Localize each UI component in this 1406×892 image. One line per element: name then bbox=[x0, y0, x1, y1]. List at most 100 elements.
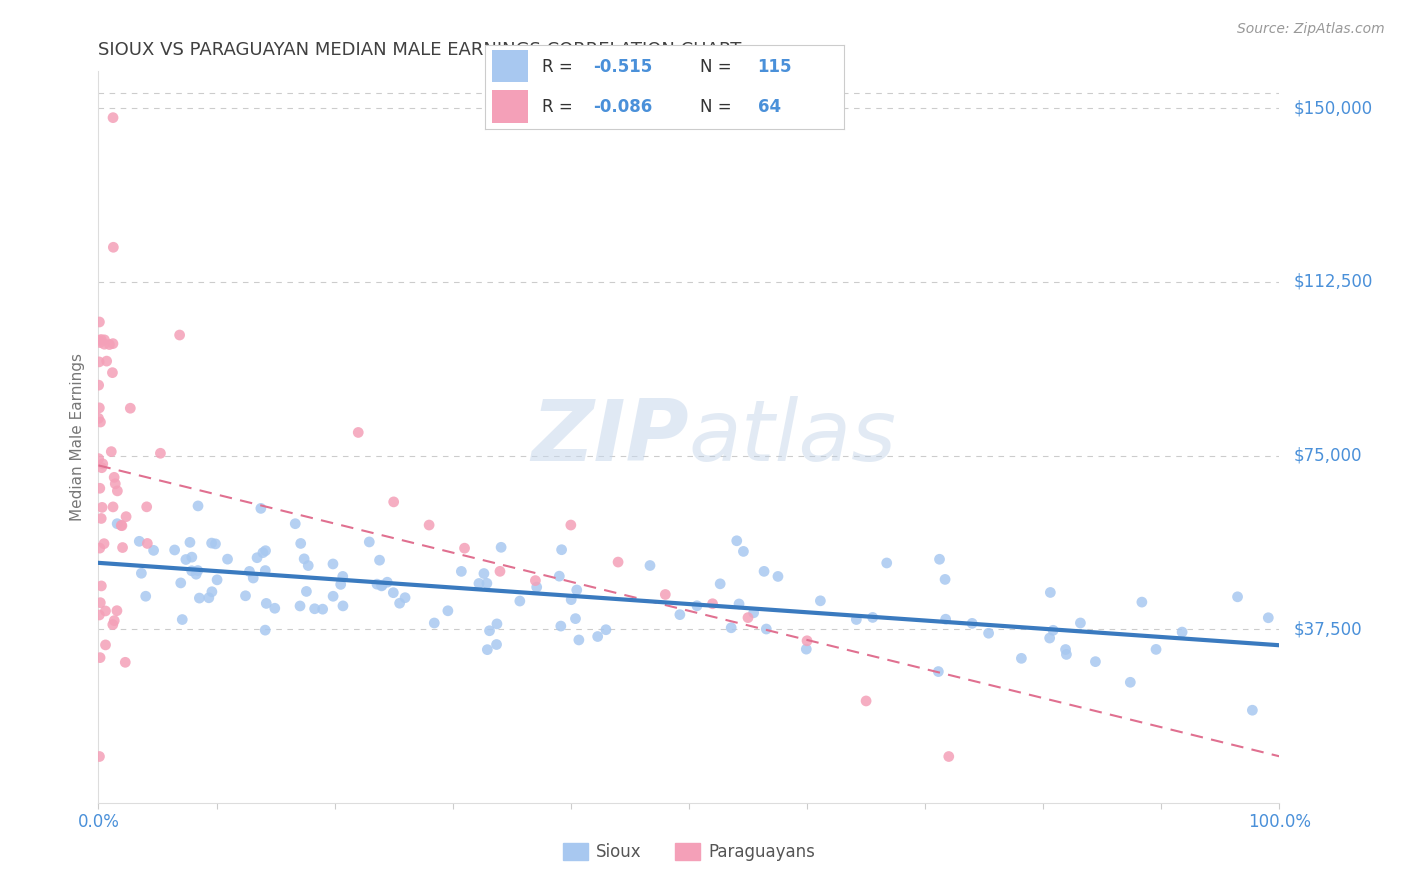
Point bbox=[423, 615, 446, 630]
Point bbox=[977, 626, 1000, 640]
Point bbox=[927, 665, 949, 679]
Point bbox=[284, 516, 307, 531]
Point bbox=[204, 537, 226, 551]
Point bbox=[475, 576, 498, 591]
Point bbox=[526, 580, 548, 594]
Point bbox=[550, 619, 572, 633]
Point bbox=[135, 589, 157, 603]
Point bbox=[254, 543, 277, 558]
Point bbox=[180, 564, 202, 578]
Point bbox=[235, 589, 257, 603]
Text: $112,500: $112,500 bbox=[1294, 273, 1374, 291]
Point bbox=[468, 576, 491, 591]
Point bbox=[105, 604, 128, 618]
Point bbox=[115, 509, 138, 524]
Point bbox=[808, 594, 831, 608]
Point bbox=[752, 565, 775, 579]
Point bbox=[250, 501, 273, 516]
Text: $150,000: $150,000 bbox=[1294, 99, 1372, 118]
Point bbox=[564, 612, 586, 626]
Point bbox=[742, 606, 765, 620]
Point bbox=[89, 315, 111, 329]
Point bbox=[686, 599, 709, 613]
Point bbox=[394, 591, 416, 605]
Point bbox=[437, 604, 460, 618]
Point bbox=[238, 565, 260, 579]
Text: $37,500: $37,500 bbox=[1294, 620, 1362, 638]
Point bbox=[89, 335, 111, 350]
Point bbox=[1039, 585, 1062, 599]
Point bbox=[163, 543, 186, 558]
Point bbox=[91, 457, 114, 471]
Point bbox=[560, 592, 582, 607]
Point bbox=[172, 613, 194, 627]
Point bbox=[560, 518, 582, 533]
Point bbox=[103, 614, 125, 628]
Text: SIOUX VS PARAGUAYAN MEDIAN MALE EARNINGS CORRELATION CHART: SIOUX VS PARAGUAYAN MEDIAN MALE EARNINGS… bbox=[98, 41, 742, 59]
Point bbox=[288, 599, 311, 613]
Point bbox=[101, 111, 124, 125]
Point bbox=[1042, 624, 1064, 638]
Point bbox=[485, 638, 508, 652]
Point bbox=[94, 604, 117, 618]
Point bbox=[205, 573, 228, 587]
Point bbox=[375, 575, 398, 590]
Point bbox=[128, 534, 150, 549]
Bar bbox=[492, 90, 529, 122]
Point bbox=[332, 569, 354, 583]
Point bbox=[524, 574, 547, 588]
Point bbox=[252, 546, 274, 560]
Point bbox=[366, 577, 388, 591]
Point bbox=[180, 550, 202, 565]
Point bbox=[242, 571, 264, 585]
Point bbox=[1010, 651, 1032, 665]
Point bbox=[472, 566, 495, 581]
Point bbox=[755, 622, 778, 636]
Point bbox=[720, 621, 742, 635]
Point bbox=[87, 378, 110, 392]
Point bbox=[93, 337, 115, 351]
Text: ZIP: ZIP bbox=[531, 395, 689, 479]
Point bbox=[1119, 675, 1142, 690]
Point bbox=[101, 366, 124, 380]
Point bbox=[89, 607, 111, 622]
Point bbox=[89, 541, 111, 555]
Point bbox=[254, 596, 277, 610]
Text: N =: N = bbox=[700, 58, 737, 76]
Point bbox=[1084, 655, 1107, 669]
Point bbox=[332, 599, 354, 613]
Text: -0.086: -0.086 bbox=[592, 98, 652, 116]
Point bbox=[595, 623, 617, 637]
Point bbox=[1054, 648, 1077, 662]
Point bbox=[477, 642, 499, 657]
Point bbox=[322, 557, 344, 571]
Point bbox=[382, 495, 405, 509]
Point bbox=[935, 612, 957, 626]
Point bbox=[1054, 642, 1077, 657]
Point bbox=[1226, 590, 1249, 604]
Point bbox=[91, 500, 114, 515]
Point bbox=[89, 749, 111, 764]
Point bbox=[187, 564, 209, 578]
Point bbox=[1257, 611, 1279, 625]
Point bbox=[796, 633, 818, 648]
Point bbox=[169, 328, 191, 343]
Point bbox=[1069, 615, 1091, 630]
Point bbox=[766, 569, 789, 583]
Point bbox=[179, 535, 201, 549]
Point bbox=[295, 584, 318, 599]
Point bbox=[87, 355, 110, 369]
Point bbox=[184, 567, 207, 582]
Text: N =: N = bbox=[700, 98, 737, 116]
Point bbox=[371, 578, 394, 592]
Point bbox=[104, 476, 127, 491]
Text: 115: 115 bbox=[758, 58, 792, 76]
Point bbox=[322, 589, 344, 603]
Point bbox=[794, 642, 817, 657]
Point bbox=[862, 610, 884, 624]
Point bbox=[89, 650, 111, 665]
Point bbox=[368, 553, 391, 567]
Text: R =: R = bbox=[543, 58, 578, 76]
Point bbox=[382, 585, 405, 599]
Point bbox=[489, 565, 512, 579]
